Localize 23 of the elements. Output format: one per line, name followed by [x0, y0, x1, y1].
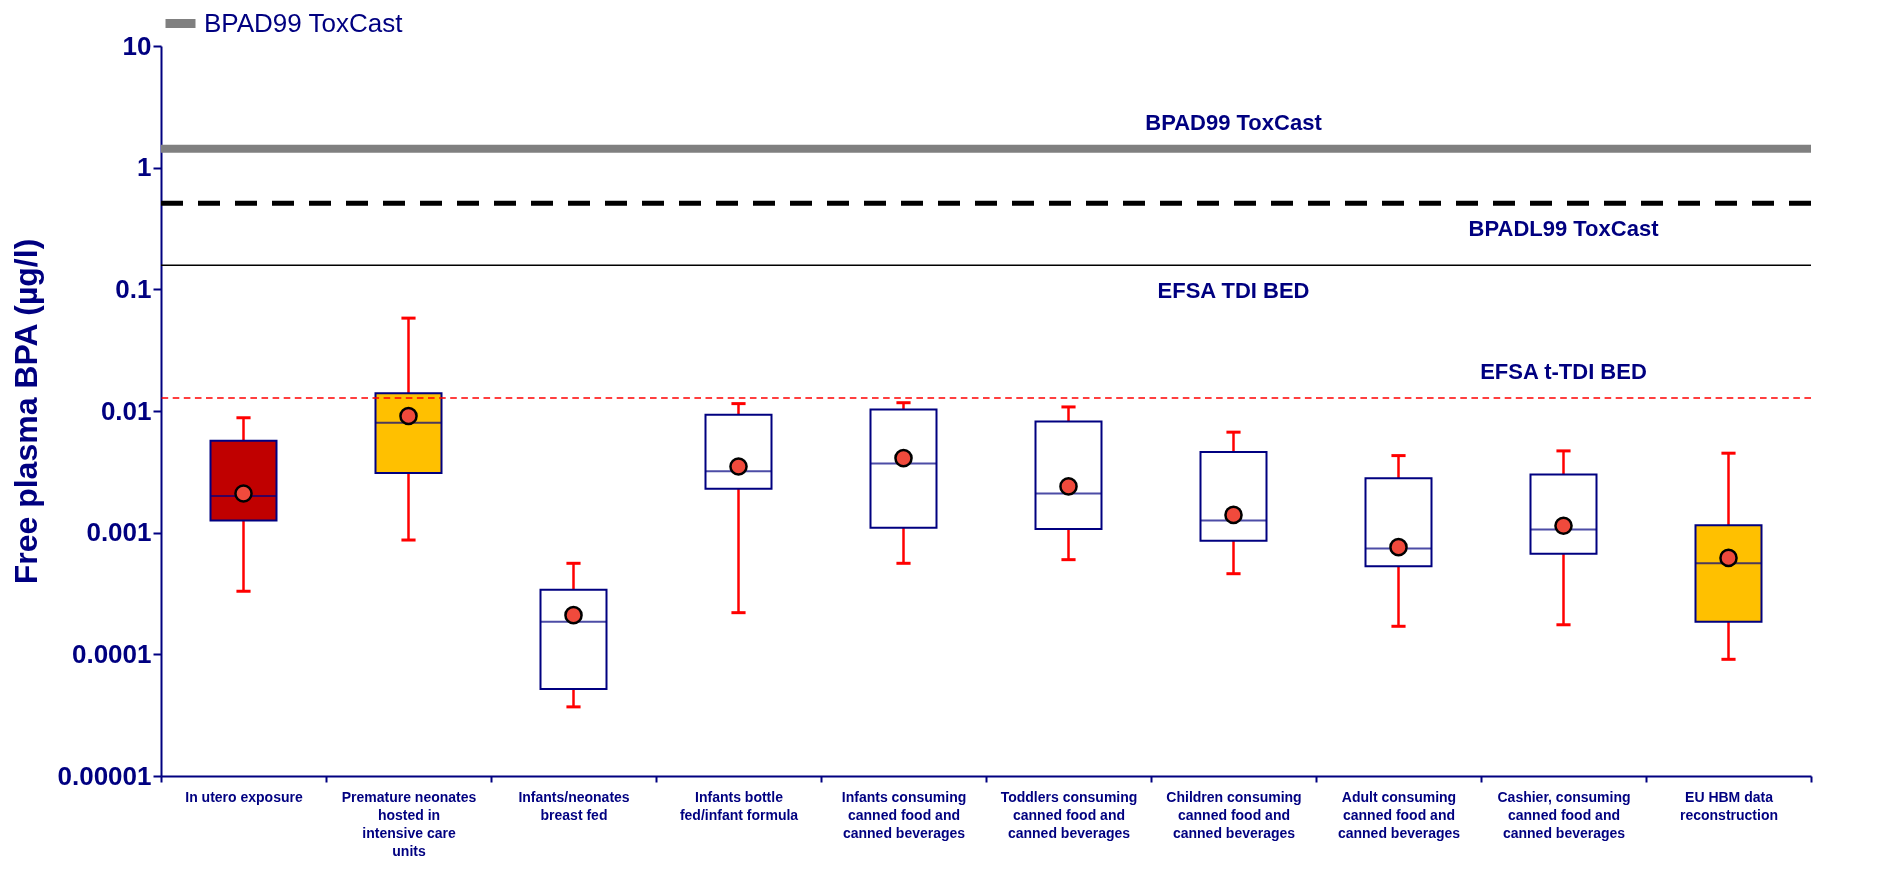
x-tick-label: Infants/neonates breast fed [518, 788, 630, 823]
x-tick-label: Children consuming canned food and canned beverages [1166, 788, 1302, 841]
y-tick-label: 0.1 [115, 273, 152, 304]
y-tick-label: 0.01 [100, 395, 152, 426]
y-tick-label: 0.001 [86, 517, 152, 548]
y-tick-label: 1 [137, 152, 152, 183]
x-tick-label: Adult consuming canned food and canned beverages [1337, 788, 1461, 841]
text: BPAD99 ToxCast [1145, 109, 1322, 135]
ref-line-label: EFSA t-TDI BED [1480, 358, 1647, 384]
x-tick-label: EU HBM data reconstruction [1679, 788, 1779, 823]
x-tick-label: In utero exposure [185, 788, 303, 805]
legend-label: BPAD99 ToxCast [204, 7, 404, 38]
x-tick-label: Cashier, consuming canned food and canned beverages [1497, 788, 1631, 841]
x-tick-label: Infants consuming canned food and canned beverages [841, 788, 967, 841]
ref-line-label: BPADL99 ToxCast [1468, 216, 1660, 242]
ref-line-label: EFSA TDI BED [1157, 278, 1310, 304]
y-tick-label: 0.00001 [57, 760, 152, 791]
x-tick-label: Premature neonates hosted in intensive care units [341, 788, 477, 859]
y-axis-title: Free plasma BPA (µg/l) [7, 238, 44, 585]
y-tick-label: 0.0001 [71, 638, 152, 669]
x-tick-label: Toddlers consuming canned food and canned beverages [1000, 788, 1138, 841]
y-tick-label: 10 [122, 30, 152, 61]
x-tick-label: Infants bottle fed/infant formula [679, 788, 799, 823]
